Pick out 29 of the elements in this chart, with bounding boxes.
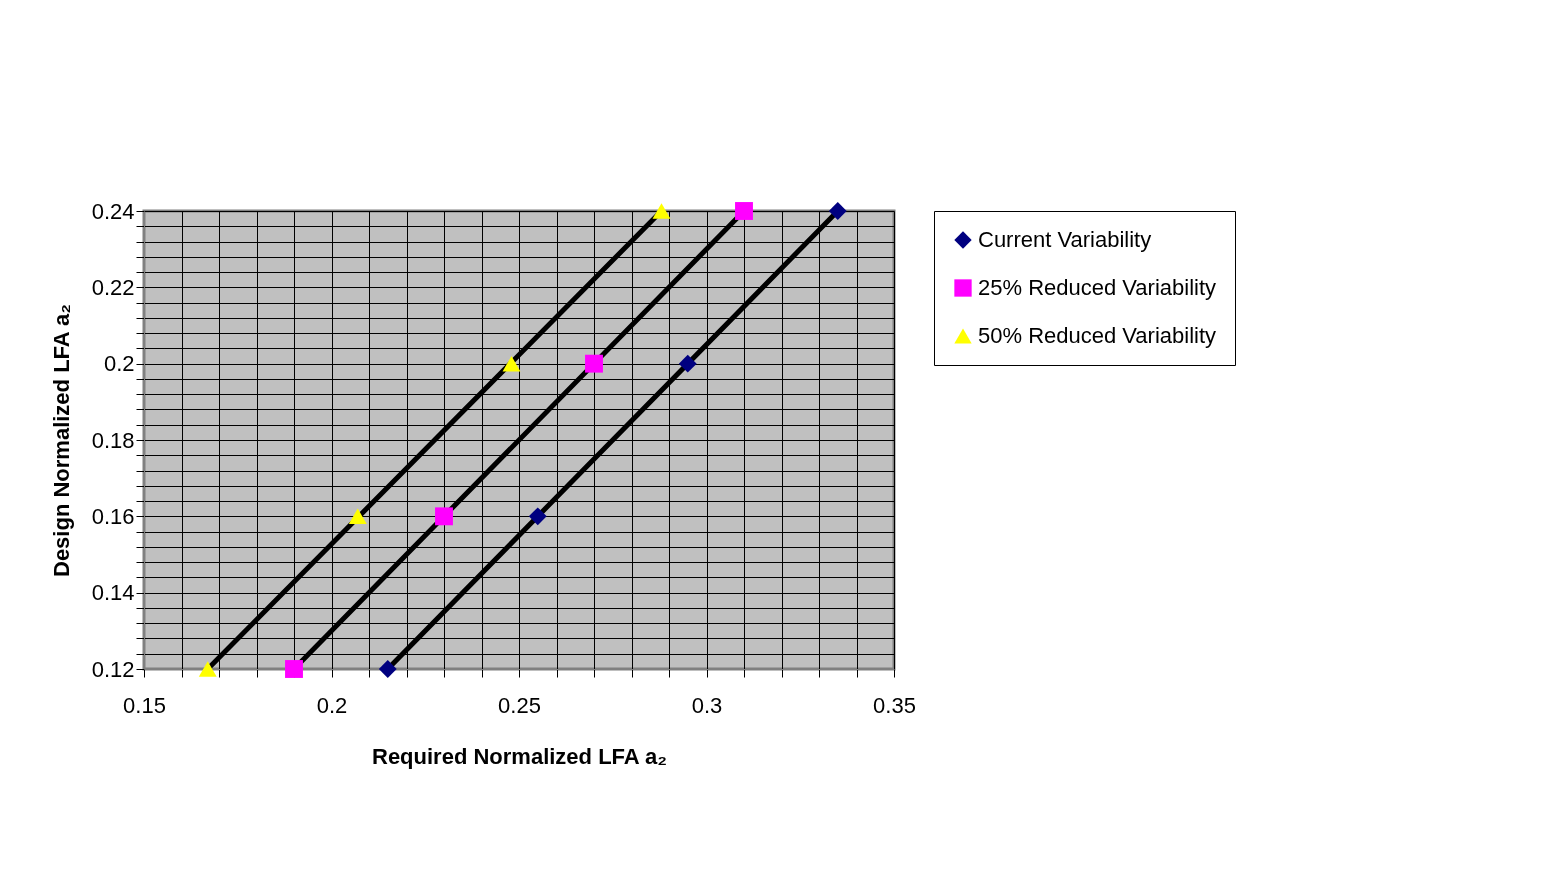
y-tick-label: 0.24 xyxy=(91,198,135,224)
point xyxy=(678,354,697,373)
point xyxy=(652,203,671,219)
legend-label: 50% Reduced Variability xyxy=(978,323,1217,348)
legend-label: 25% Reduced Variability xyxy=(978,275,1217,300)
y-tick-label: 0.22 xyxy=(91,274,135,300)
y-tick-label: 0.12 xyxy=(91,656,135,682)
x-tick-label: 0.35 xyxy=(873,692,916,718)
point xyxy=(502,355,521,372)
y-tick-label: 0.16 xyxy=(91,503,135,529)
x-tick-label: 0.3 xyxy=(691,692,723,718)
point xyxy=(285,660,303,678)
point xyxy=(585,354,603,373)
point xyxy=(348,508,367,525)
y-tick-label: 0.2 xyxy=(103,351,135,377)
legend-label: Current Variability xyxy=(978,227,1152,252)
point xyxy=(198,661,217,677)
point xyxy=(435,507,453,526)
y-tick-label: 0.18 xyxy=(91,427,135,453)
point xyxy=(528,507,547,526)
point xyxy=(735,202,753,220)
x-tick-label: 0.2 xyxy=(316,692,348,718)
point xyxy=(378,660,397,678)
x-tick-label: 0.25 xyxy=(498,692,541,718)
x-tick-label: 0.15 xyxy=(123,692,166,718)
x-axis-title: Required Normalized LFA a₂ xyxy=(371,743,668,769)
y-tick-label: 0.14 xyxy=(91,580,135,606)
point xyxy=(828,202,847,220)
y-axis-title: Design Normalized LFA a₂ xyxy=(48,303,74,578)
